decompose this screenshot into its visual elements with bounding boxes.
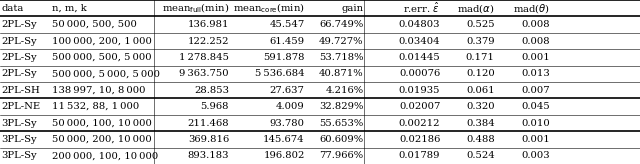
- Text: 9 363.750: 9 363.750: [179, 69, 229, 78]
- Text: 0.171: 0.171: [466, 53, 495, 62]
- Text: 0.02007: 0.02007: [399, 102, 440, 111]
- Text: 0.120: 0.120: [466, 69, 495, 78]
- Text: 55.653%: 55.653%: [319, 119, 364, 127]
- Text: 2PL-NE: 2PL-NE: [1, 102, 40, 111]
- Text: 4.216%: 4.216%: [325, 86, 364, 95]
- Text: 2PL-Sy: 2PL-Sy: [1, 69, 37, 78]
- Text: 93.780: 93.780: [269, 119, 305, 127]
- Text: 32.829%: 32.829%: [319, 102, 364, 111]
- Text: 369.816: 369.816: [188, 135, 229, 144]
- Text: 0.010: 0.010: [522, 119, 550, 127]
- Text: 0.013: 0.013: [522, 69, 550, 78]
- Text: 2PL-Sy: 2PL-Sy: [1, 53, 37, 62]
- Text: 0.488: 0.488: [466, 135, 495, 144]
- Text: 3PL-Sy: 3PL-Sy: [1, 135, 37, 144]
- Text: 50 000, 500, 500: 50 000, 500, 500: [52, 20, 138, 29]
- Text: 49.727%: 49.727%: [319, 37, 364, 45]
- Text: 122.252: 122.252: [188, 37, 229, 45]
- Text: 45.547: 45.547: [269, 20, 305, 29]
- Text: 0.00212: 0.00212: [399, 119, 440, 127]
- Text: 1 278.845: 1 278.845: [179, 53, 229, 62]
- Text: 60.609%: 60.609%: [319, 135, 364, 144]
- Text: 0.01789: 0.01789: [399, 151, 440, 160]
- Text: r.err. $\hat{\varepsilon}$: r.err. $\hat{\varepsilon}$: [403, 1, 440, 15]
- Text: 138 997, 10, 8 000: 138 997, 10, 8 000: [52, 86, 146, 95]
- Text: 0.001: 0.001: [522, 53, 550, 62]
- Text: 211.468: 211.468: [188, 119, 229, 127]
- Text: 500 000, 5 000, 5 000: 500 000, 5 000, 5 000: [52, 69, 161, 78]
- Text: 2PL-SH: 2PL-SH: [1, 86, 40, 95]
- Text: 66.749%: 66.749%: [319, 20, 364, 29]
- Text: 2PL-Sy: 2PL-Sy: [1, 37, 37, 45]
- Text: 40.871%: 40.871%: [319, 69, 364, 78]
- Text: 136.981: 136.981: [188, 20, 229, 29]
- Text: 5 536.684: 5 536.684: [255, 69, 305, 78]
- Text: 0.00076: 0.00076: [399, 69, 440, 78]
- Text: 3PL-Sy: 3PL-Sy: [1, 119, 37, 127]
- Text: data: data: [1, 4, 24, 13]
- Text: 0.061: 0.061: [466, 86, 495, 95]
- Text: 5.968: 5.968: [200, 102, 229, 111]
- Text: 0.03404: 0.03404: [399, 37, 440, 45]
- Text: 100 000, 200, 1 000: 100 000, 200, 1 000: [52, 37, 152, 45]
- Text: 0.001: 0.001: [522, 135, 550, 144]
- Text: mean$_{\rm core}$(min): mean$_{\rm core}$(min): [233, 1, 305, 15]
- Text: mad($\theta$): mad($\theta$): [513, 2, 550, 15]
- Text: mad($\alpha$): mad($\alpha$): [457, 2, 495, 15]
- Text: 0.01445: 0.01445: [399, 53, 440, 62]
- Text: 61.459: 61.459: [269, 37, 305, 45]
- Text: 27.637: 27.637: [270, 86, 305, 95]
- Text: 0.02186: 0.02186: [399, 135, 440, 144]
- Text: 4.009: 4.009: [276, 102, 305, 111]
- Text: 0.525: 0.525: [466, 20, 495, 29]
- Text: 0.003: 0.003: [522, 151, 550, 160]
- Text: 28.853: 28.853: [194, 86, 229, 95]
- Text: 196.802: 196.802: [263, 151, 305, 160]
- Text: 0.01935: 0.01935: [399, 86, 440, 95]
- Text: 145.674: 145.674: [263, 135, 305, 144]
- Text: 0.524: 0.524: [466, 151, 495, 160]
- Text: 77.966%: 77.966%: [319, 151, 364, 160]
- Text: 200 000, 100, 10 000: 200 000, 100, 10 000: [52, 151, 159, 160]
- Text: 0.008: 0.008: [522, 37, 550, 45]
- Text: 0.320: 0.320: [466, 102, 495, 111]
- Text: n, m, k: n, m, k: [52, 4, 87, 13]
- Text: 500 000, 500, 5 000: 500 000, 500, 5 000: [52, 53, 152, 62]
- Text: 893.183: 893.183: [188, 151, 229, 160]
- Text: 0.379: 0.379: [466, 37, 495, 45]
- Text: 0.008: 0.008: [522, 20, 550, 29]
- Text: 0.04803: 0.04803: [399, 20, 440, 29]
- Text: 0.045: 0.045: [522, 102, 550, 111]
- Text: 2PL-Sy: 2PL-Sy: [1, 20, 37, 29]
- Text: 50 000, 100, 10 000: 50 000, 100, 10 000: [52, 119, 152, 127]
- Text: 0.384: 0.384: [466, 119, 495, 127]
- Text: 591.878: 591.878: [263, 53, 305, 62]
- Text: 0.007: 0.007: [522, 86, 550, 95]
- Text: 53.718%: 53.718%: [319, 53, 364, 62]
- Text: 11 532, 88, 1 000: 11 532, 88, 1 000: [52, 102, 140, 111]
- Text: 3PL-Sy: 3PL-Sy: [1, 151, 37, 160]
- Text: 50 000, 200, 10 000: 50 000, 200, 10 000: [52, 135, 152, 144]
- Text: mean$_{\rm full}$(min): mean$_{\rm full}$(min): [162, 1, 229, 15]
- Text: gain: gain: [341, 4, 364, 13]
